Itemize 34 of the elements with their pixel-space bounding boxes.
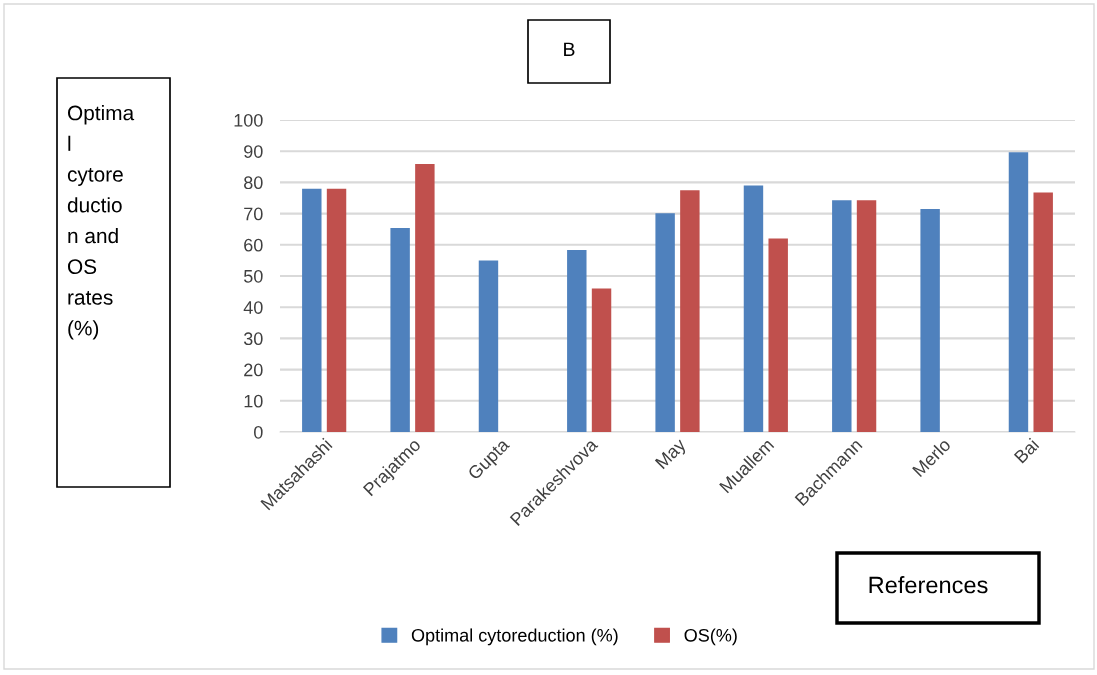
y-tick-label: 20	[244, 363, 263, 377]
x-axis-title: References	[869, 576, 988, 594]
bar	[743, 185, 764, 432]
bar	[655, 213, 675, 432]
legend-label: Optimal cytoreduction (%)	[411, 628, 618, 646]
chart-title: B	[564, 42, 575, 57]
bar	[591, 288, 612, 432]
bar	[415, 163, 435, 432]
bar	[390, 227, 410, 432]
bar	[768, 238, 788, 432]
y-axis-title: Optima l cytore ductio n and OS rates (%)	[67, 105, 135, 340]
y-tick-label: 80	[244, 176, 263, 190]
y-tick-label: 90	[244, 145, 263, 158]
y-tick-label: 10	[244, 394, 263, 408]
bar	[302, 188, 322, 432]
y-tick-label: 70	[244, 207, 263, 221]
legend-label: OS(%)	[684, 628, 737, 646]
x-tick-label: May	[654, 437, 690, 472]
bar	[1008, 152, 1029, 432]
bar	[567, 250, 587, 432]
x-tick-label: Bai	[1013, 437, 1040, 464]
bar	[1033, 192, 1053, 432]
y-tick-label: 50	[243, 269, 263, 283]
y-tick-label: 30	[243, 332, 263, 346]
y-tick-label: 40	[243, 301, 263, 314]
bar	[326, 188, 347, 432]
y-tick-label: 60	[244, 238, 263, 252]
y-tick-label: 0	[254, 425, 263, 439]
bar	[680, 190, 700, 432]
bar	[920, 208, 940, 432]
bar	[832, 200, 852, 432]
bar	[478, 260, 499, 432]
y-tick-label: 100	[234, 113, 263, 127]
bar	[856, 200, 877, 432]
